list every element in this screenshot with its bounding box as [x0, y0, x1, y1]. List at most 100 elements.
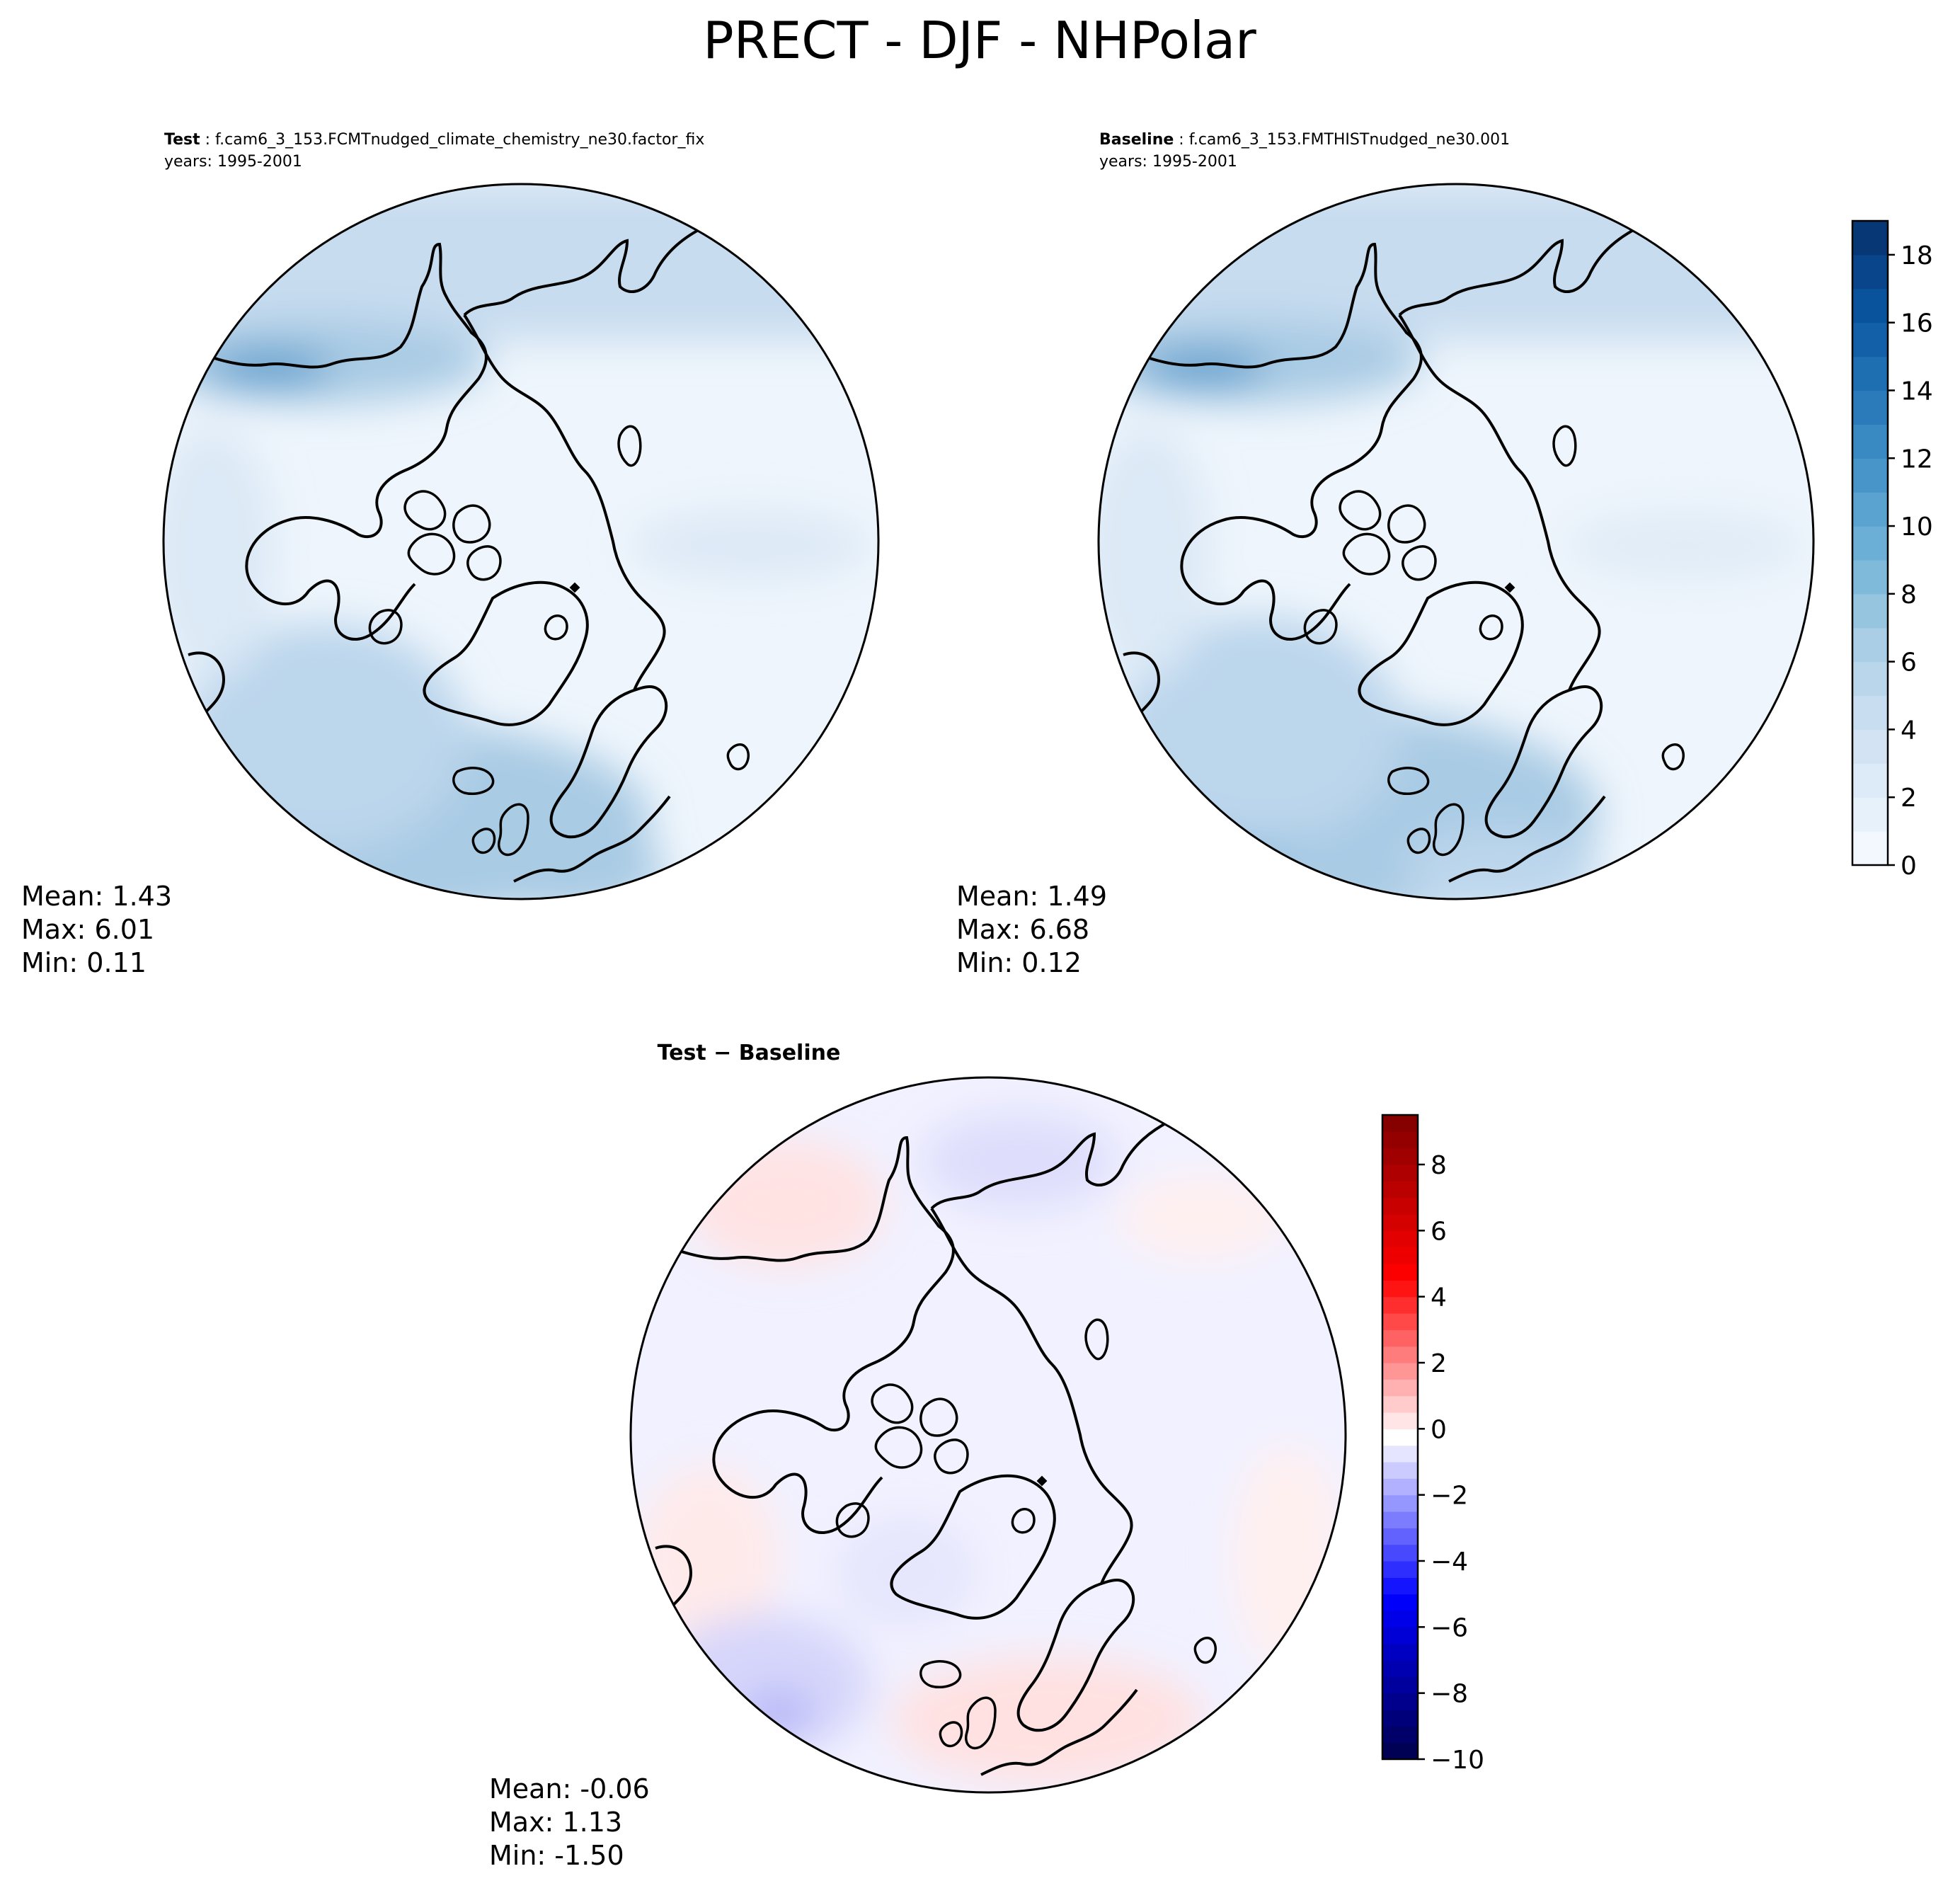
blues-colorbar-level — [1852, 695, 1888, 731]
blues-colorbar-tick-label: 18 — [1901, 241, 1933, 270]
test-map-boundary — [162, 183, 880, 900]
seismic-colorbar-level — [1382, 1478, 1418, 1496]
seismic-colorbar-level — [1382, 1115, 1418, 1132]
seismic-colorbar-level — [1382, 1148, 1418, 1165]
difference-stat-max: Max: 1.13 — [489, 1807, 622, 1838]
seismic-colorbar-level — [1382, 1445, 1418, 1463]
seismic-colorbar-level — [1382, 1561, 1418, 1578]
seismic-colorbar-level — [1382, 1197, 1418, 1215]
test-years: years: 1995-2001 — [164, 153, 302, 171]
blues-colorbar-level — [1852, 458, 1888, 493]
seismic-colorbar-level — [1382, 1131, 1418, 1149]
baseline-map-boundary — [1097, 183, 1815, 900]
seismic-colorbar-tick-label: −10 — [1431, 1746, 1484, 1775]
baseline-stat-min: Min: 0.12 — [956, 947, 1082, 978]
blues-colorbar-level — [1852, 492, 1888, 527]
test-stat-min: Min: 0.11 — [21, 947, 147, 978]
blues-colorbar-level — [1852, 661, 1888, 697]
seismic-colorbar-level — [1382, 1494, 1418, 1512]
blues-colorbar-tick-label: 4 — [1901, 716, 1917, 745]
seismic-colorbar-tick-label: −2 — [1431, 1482, 1468, 1511]
seismic-colorbar-level — [1382, 1643, 1418, 1661]
seismic-colorbar-tick-label: 2 — [1431, 1349, 1447, 1378]
seismic-colorbar-tick-label: −4 — [1431, 1547, 1468, 1577]
blues-colorbar-tick-label: 12 — [1901, 445, 1933, 474]
blues-colorbar-level — [1852, 288, 1888, 324]
difference-label: Test − Baseline — [658, 1041, 841, 1065]
seismic-colorbar-level — [1382, 1313, 1418, 1330]
test-label: Test : f.cam6_3_153.FCMTnudged_climate_c… — [164, 131, 704, 149]
panel-difference: Test − Baseline Mean: -0.06 Max: 1.13 Mi… — [489, 1041, 1484, 1871]
seismic-colorbar-level — [1382, 1247, 1418, 1264]
blues-colorbar-tick-label: 10 — [1901, 513, 1933, 542]
seismic-colorbar-level — [1382, 1412, 1418, 1429]
blues-colorbar-level — [1852, 593, 1888, 629]
seismic-colorbar-level — [1382, 1181, 1418, 1198]
blues-colorbar-level — [1852, 254, 1888, 290]
blues-colorbar-tick-label: 8 — [1901, 580, 1917, 610]
blues-colorbar: 0 2 4 6 8 10 12 14 16 18 — [1851, 219, 1933, 881]
seismic-colorbar-level — [1382, 1363, 1418, 1380]
blues-colorbar-level — [1852, 526, 1888, 561]
seismic-colorbar-level — [1382, 1594, 1418, 1611]
seismic-colorbar-tick-label: 0 — [1431, 1415, 1447, 1444]
blues-colorbar-level — [1852, 322, 1888, 357]
panel-baseline: Baseline : f.cam6_3_153.FMTHISTnudged_ne… — [956, 131, 1933, 978]
seismic-colorbar-tick-label: −6 — [1431, 1613, 1468, 1642]
seismic-colorbar-level — [1382, 1660, 1418, 1677]
seismic-colorbar-level — [1382, 1511, 1418, 1528]
blues-colorbar-level — [1852, 356, 1888, 391]
seismic-colorbar-level — [1382, 1693, 1418, 1710]
blues-colorbar-level — [1852, 390, 1888, 425]
test-stats: Mean: 1.43 Max: 6.01 Min: 0.11 — [21, 881, 172, 978]
baseline-years: years: 1995-2001 — [1099, 153, 1237, 171]
seismic-colorbar-level — [1382, 1462, 1418, 1479]
test-stat-mean: Mean: 1.43 — [21, 881, 172, 912]
blues-colorbar-level — [1852, 729, 1888, 764]
seismic-colorbar-level — [1382, 1165, 1418, 1182]
panel-test: Test : f.cam6_3_153.FCMTnudged_climate_c… — [21, 131, 880, 978]
seismic-colorbar-level — [1382, 1577, 1418, 1595]
difference-stat-min: Min: -1.50 — [489, 1840, 624, 1871]
baseline-label: Baseline : f.cam6_3_153.FMTHISTnudged_ne… — [1099, 131, 1510, 149]
seismic-colorbar-level — [1382, 1280, 1418, 1298]
difference-stat-mean: Mean: -0.06 — [489, 1773, 650, 1804]
blues-colorbar-level — [1852, 831, 1888, 866]
seismic-colorbar-level — [1382, 1214, 1418, 1231]
seismic-colorbar-tick-label: 4 — [1431, 1283, 1447, 1312]
blues-colorbar-level — [1852, 221, 1888, 256]
seismic-colorbar-level — [1382, 1329, 1418, 1347]
seismic-colorbar-level — [1382, 1610, 1418, 1627]
blues-colorbar-tick-label: 2 — [1901, 784, 1917, 813]
blues-colorbar-tick-label: 14 — [1901, 377, 1933, 406]
figure-title: PRECT - DJF - NHPolar — [703, 11, 1256, 70]
seismic-colorbar-level — [1382, 1346, 1418, 1363]
baseline-label-bold: Baseline — [1099, 131, 1174, 149]
blues-colorbar-tick-label: 0 — [1901, 852, 1917, 881]
blues-colorbar-frame — [1851, 219, 1889, 866]
seismic-colorbar-tick-label: 8 — [1431, 1151, 1447, 1180]
test-label-case: : f.cam6_3_153.FCMTnudged_climate_chemis… — [200, 131, 705, 149]
seismic-colorbar-level — [1382, 1230, 1418, 1248]
blues-colorbar-level — [1852, 424, 1888, 459]
blues-colorbar-level — [1852, 627, 1888, 663]
baseline-map — [1099, 184, 1813, 899]
blues-colorbar-level — [1852, 797, 1888, 832]
seismic-colorbar-level — [1382, 1710, 1418, 1727]
blues-colorbar-tick-label: 6 — [1901, 648, 1917, 677]
baseline-stats: Mean: 1.49 Max: 6.68 Min: 0.12 — [956, 881, 1107, 978]
seismic-colorbar-level — [1382, 1528, 1418, 1545]
difference-stats: Mean: -0.06 Max: 1.13 Min: -1.50 — [489, 1773, 650, 1871]
test-label-bold: Test — [164, 131, 200, 149]
blues-colorbar-level — [1852, 763, 1888, 798]
seismic-colorbar-level — [1382, 1544, 1418, 1562]
seismic-colorbar-level — [1382, 1627, 1418, 1644]
seismic-colorbar: −10 −8 −6 −4 −2 0 2 4 6 8 — [1381, 1114, 1484, 1775]
seismic-colorbar-level — [1382, 1742, 1418, 1760]
baseline-stat-max: Max: 6.68 — [956, 914, 1089, 945]
blues-colorbar-tick-label: 16 — [1901, 309, 1933, 338]
baseline-stat-mean: Mean: 1.49 — [956, 881, 1107, 912]
test-map — [164, 184, 878, 899]
seismic-colorbar-tick-label: 6 — [1431, 1217, 1447, 1246]
